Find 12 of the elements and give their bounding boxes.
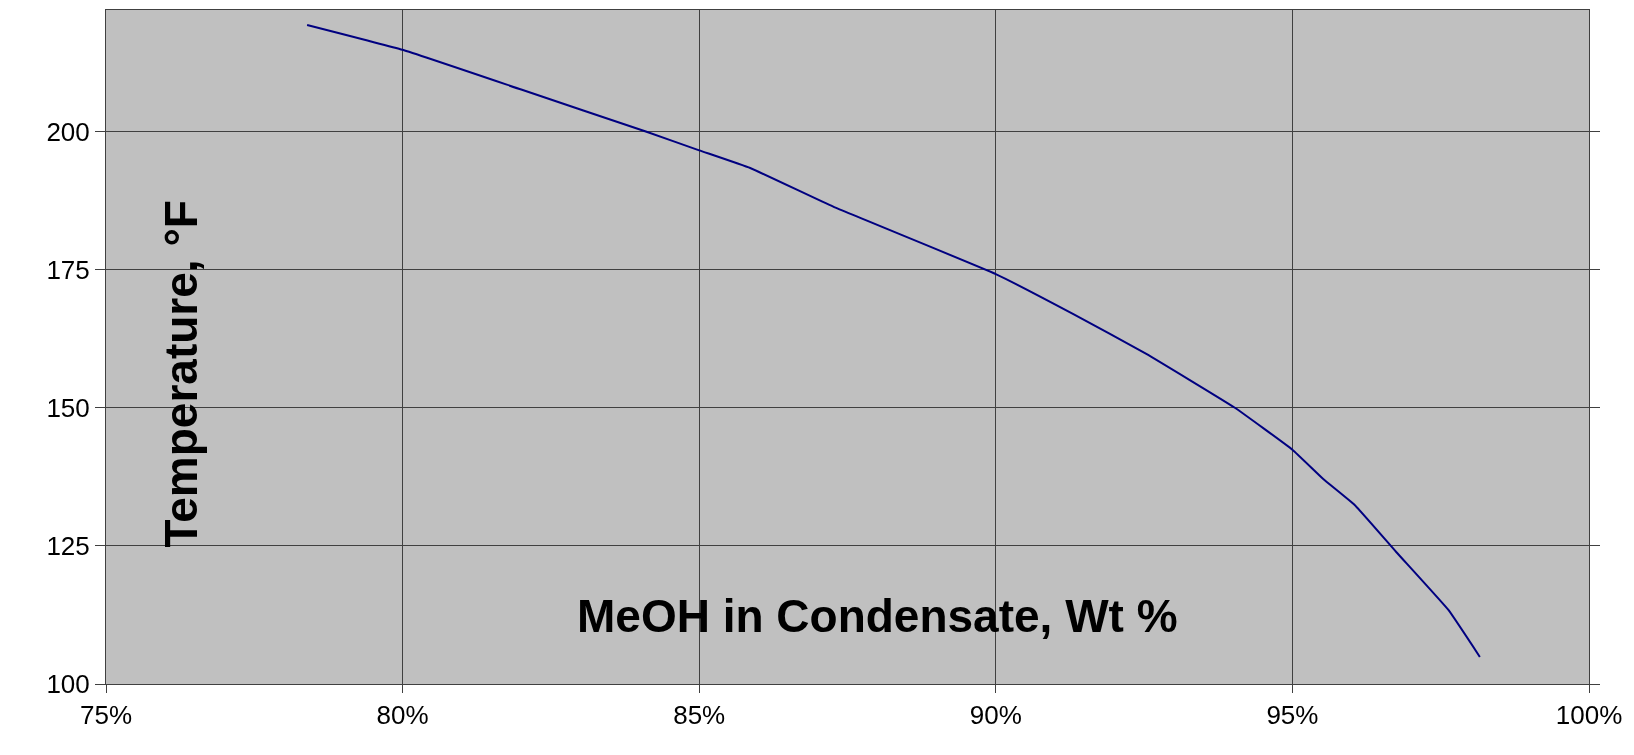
x-tick-label: 80%: [376, 700, 429, 731]
y-tick-label: 175: [46, 254, 90, 285]
y-axis-title: Temperature, °F: [155, 200, 208, 548]
y-tick-label: 100: [46, 669, 90, 700]
y-tick-label: 125: [46, 530, 90, 561]
x-tick-label: 90%: [969, 700, 1022, 731]
x-tick-label: 75%: [79, 700, 133, 731]
y-tick-label: 150: [46, 392, 90, 423]
x-tick-label: 100%: [1555, 700, 1623, 731]
y-tick-label: 200: [46, 116, 90, 147]
x-tick-label: 95%: [1266, 700, 1319, 731]
x-tick-label: 85%: [673, 700, 726, 731]
